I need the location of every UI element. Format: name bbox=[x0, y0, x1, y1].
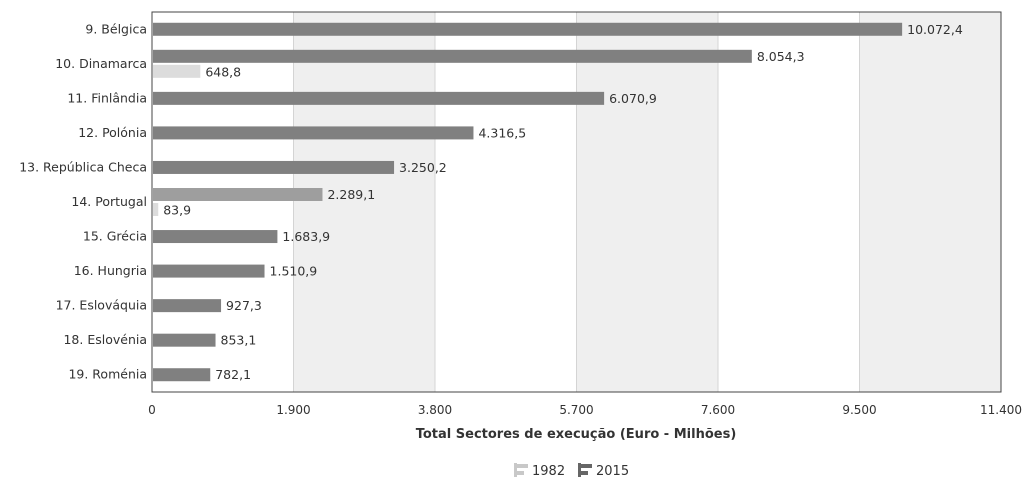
x-tick-label: 1.900 bbox=[276, 403, 310, 417]
legend-item-1982[interactable]: 1982 bbox=[514, 463, 565, 479]
x-tick-label: 11.400 bbox=[980, 403, 1022, 417]
gridlines bbox=[293, 12, 860, 392]
value-label-2015: 1.683,9 bbox=[282, 229, 330, 244]
value-label-2015: 4.316,5 bbox=[478, 125, 526, 140]
bar-2015 bbox=[153, 188, 323, 201]
value-label-2015: 8.054,3 bbox=[757, 49, 805, 64]
plot-frame bbox=[151, 11, 1002, 393]
category-label: 14. Portugal bbox=[71, 194, 147, 209]
bar-2015 bbox=[153, 230, 278, 244]
value-label-2015: 782,1 bbox=[215, 367, 251, 382]
bar-2015 bbox=[153, 49, 752, 63]
value-label-1982: 83,9 bbox=[163, 203, 191, 218]
category-label: 9. Bélgica bbox=[85, 21, 147, 36]
grid-band bbox=[293, 12, 435, 392]
legend[interactable]: 1982 2015 bbox=[514, 463, 629, 479]
bar-2015 bbox=[153, 160, 395, 174]
category-label: 15. Grécia bbox=[83, 229, 147, 244]
grid-band bbox=[576, 12, 718, 392]
category-label: 13. República Checa bbox=[19, 159, 147, 174]
bar-2015 bbox=[153, 22, 903, 36]
value-label-2015: 10.072,4 bbox=[907, 22, 963, 37]
bar-2015 bbox=[153, 333, 216, 347]
x-tick-label: 0 bbox=[148, 403, 156, 417]
category-label: 17. Eslováquia bbox=[56, 298, 147, 313]
x-tick-label: 7.600 bbox=[701, 403, 735, 417]
value-label-2015: 2.289,1 bbox=[327, 187, 375, 202]
legend-swatch-1982-icon bbox=[514, 463, 528, 477]
value-label-1982: 648,8 bbox=[205, 64, 241, 79]
value-label-2015: 927,3 bbox=[226, 298, 262, 313]
bar-2015 bbox=[153, 368, 211, 382]
value-label-2015: 1.510,9 bbox=[270, 264, 318, 279]
bar-1982 bbox=[153, 203, 159, 216]
legend-label-1982: 1982 bbox=[532, 464, 565, 479]
legend-item-2015[interactable]: 2015 bbox=[578, 463, 629, 479]
x-tick-labels: 0 1.900 3.800 5.700 7.600 9.500 11.400 bbox=[148, 403, 1022, 417]
legend-swatch-2015-icon bbox=[578, 463, 592, 477]
category-labels: 9. Bélgica 10. Dinamarca 11. Finlândia 12. … bbox=[19, 21, 147, 381]
x-tick-label: 9.500 bbox=[842, 403, 876, 417]
x-axis-title: Total Sectores de execução (Euro - Milhõ… bbox=[416, 427, 737, 442]
value-labels: 10.072,4 8.054,3 648,8 6.070,9 4.316,5 3.250,… bbox=[163, 22, 963, 382]
category-label: 12. Polónia bbox=[78, 125, 147, 140]
value-label-2015: 853,1 bbox=[221, 333, 257, 348]
category-label: 18. Eslovénia bbox=[63, 332, 147, 347]
bar-2015 bbox=[153, 126, 474, 140]
bar-1982 bbox=[153, 64, 201, 78]
bar-2015 bbox=[153, 299, 222, 313]
grid-band bbox=[859, 12, 1001, 392]
x-tick-label: 5.700 bbox=[559, 403, 593, 417]
category-label: 19. Roménia bbox=[68, 367, 147, 382]
category-label: 16. Hungria bbox=[74, 263, 147, 278]
background-bands bbox=[293, 12, 1001, 392]
category-label: 11. Finlândia bbox=[67, 90, 147, 105]
x-tick-label: 3.800 bbox=[418, 403, 452, 417]
category-label: 10. Dinamarca bbox=[55, 56, 147, 71]
legend-label-2015: 2015 bbox=[596, 464, 629, 479]
bar-2015 bbox=[153, 91, 605, 105]
value-label-2015: 6.070,9 bbox=[609, 91, 657, 106]
value-label-2015: 3.250,2 bbox=[399, 160, 447, 175]
bar-2015 bbox=[153, 264, 265, 278]
bars bbox=[153, 22, 903, 382]
